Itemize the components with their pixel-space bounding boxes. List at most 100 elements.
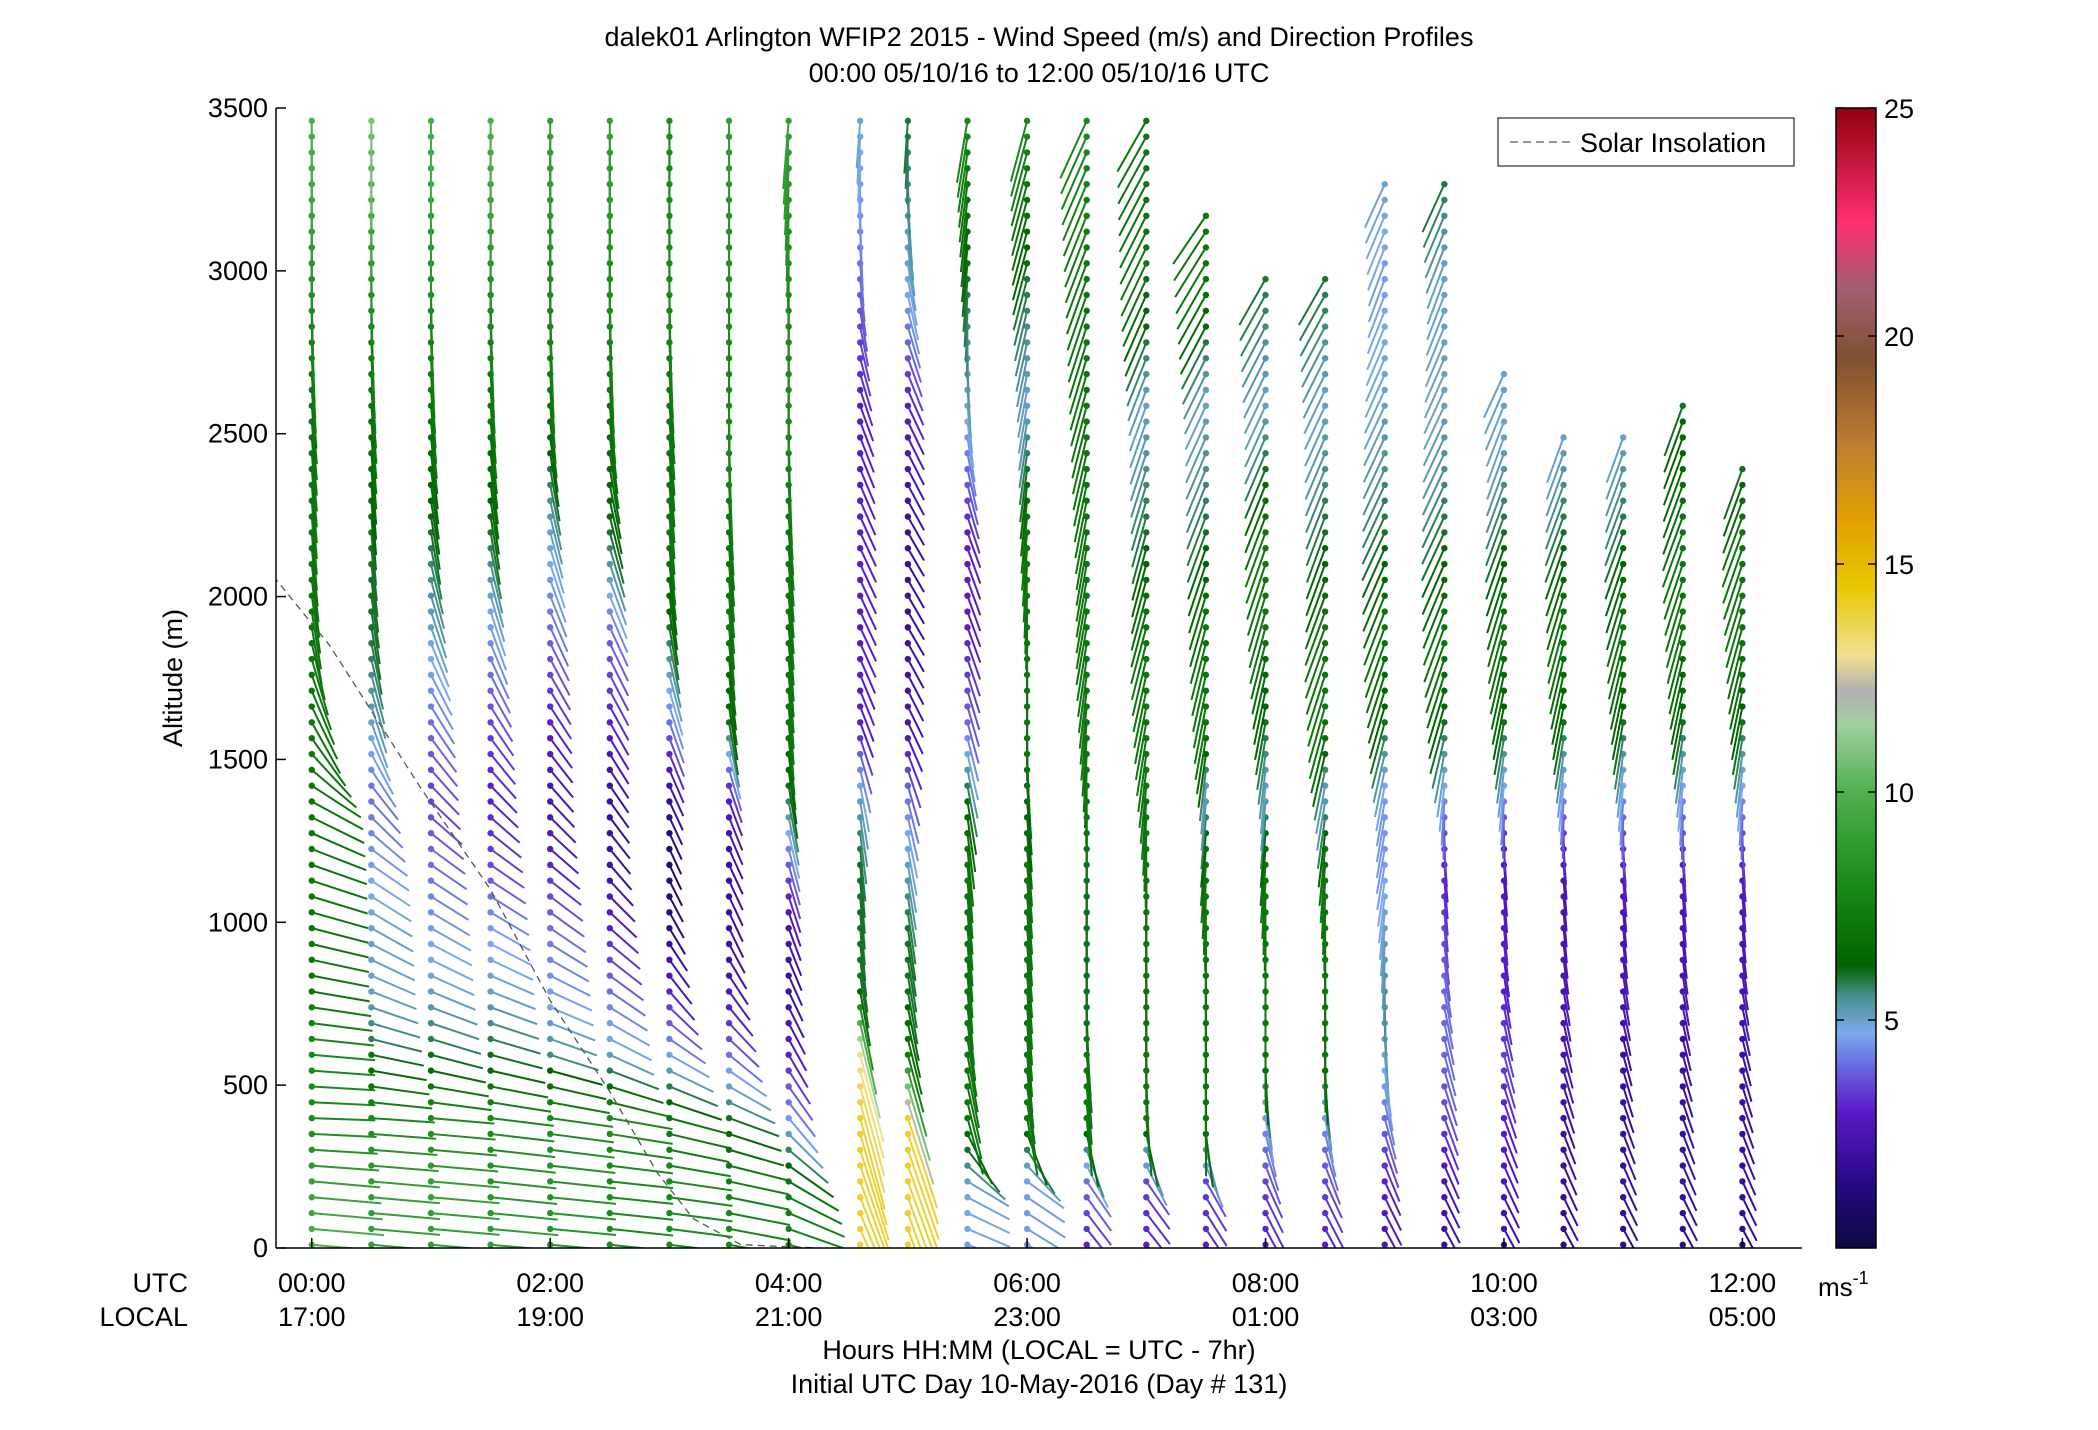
wind-point bbox=[857, 498, 863, 504]
wind-point bbox=[487, 1131, 493, 1137]
wind-point bbox=[428, 767, 434, 773]
wind-point bbox=[905, 656, 911, 662]
wind-point bbox=[1739, 1083, 1745, 1089]
wind-point bbox=[1739, 466, 1745, 472]
wind-point bbox=[1620, 1131, 1626, 1137]
wind-point bbox=[785, 1226, 791, 1232]
wind-point bbox=[428, 830, 434, 836]
wind-point bbox=[785, 988, 791, 994]
wind-point bbox=[607, 561, 613, 567]
wind-point bbox=[1739, 624, 1745, 630]
wind-point bbox=[1501, 656, 1507, 662]
wind-point bbox=[1203, 244, 1209, 250]
wind-point bbox=[547, 1020, 553, 1026]
wind-point bbox=[1262, 529, 1268, 535]
wind-point bbox=[309, 862, 315, 868]
wind-point bbox=[1143, 529, 1149, 535]
wind-point bbox=[1441, 1242, 1447, 1248]
colorbar-tick-label: 10 bbox=[1884, 778, 1914, 808]
wind-point bbox=[428, 1131, 434, 1137]
wind-point bbox=[487, 925, 493, 931]
wind-point bbox=[1560, 624, 1566, 630]
wind-point bbox=[1501, 403, 1507, 409]
wind-point bbox=[1680, 624, 1686, 630]
wind-point bbox=[726, 1067, 732, 1073]
wind-point bbox=[726, 846, 732, 852]
wind-point bbox=[1739, 593, 1745, 599]
wind-point bbox=[1441, 545, 1447, 551]
wind-point bbox=[1203, 276, 1209, 282]
wind-point bbox=[666, 1178, 672, 1184]
wind-point bbox=[1024, 118, 1030, 124]
wind-point bbox=[1501, 1210, 1507, 1216]
wind-point bbox=[905, 719, 911, 725]
wind-point bbox=[1441, 371, 1447, 377]
wind-point bbox=[607, 1147, 613, 1153]
wind-point bbox=[1322, 529, 1328, 535]
wind-point bbox=[857, 577, 863, 583]
wind-point bbox=[1024, 213, 1030, 219]
wind-point bbox=[607, 909, 613, 915]
wind-point bbox=[1083, 403, 1089, 409]
wind-point bbox=[487, 593, 493, 599]
wind-point bbox=[428, 703, 434, 709]
wind-point bbox=[785, 893, 791, 899]
wind-point bbox=[1560, 434, 1566, 440]
wind-point bbox=[428, 1083, 434, 1089]
wind-point bbox=[547, 1067, 553, 1073]
x-tick-label-local: 01:00 bbox=[1232, 1302, 1300, 1332]
row-label-utc: UTC bbox=[133, 1268, 189, 1298]
wind-point bbox=[1083, 260, 1089, 266]
wind-point bbox=[905, 1147, 911, 1153]
wind-point bbox=[487, 1194, 493, 1200]
wind-point bbox=[1680, 482, 1686, 488]
wind-point bbox=[857, 513, 863, 519]
wind-point bbox=[726, 814, 732, 820]
wind-point bbox=[1203, 513, 1209, 519]
wind-point bbox=[309, 1131, 315, 1137]
wind-point bbox=[1501, 529, 1507, 535]
wind-point bbox=[368, 957, 374, 963]
wind-point bbox=[368, 735, 374, 741]
wind-point bbox=[964, 513, 970, 519]
wind-point bbox=[309, 925, 315, 931]
wind-vector bbox=[860, 1245, 900, 1331]
wind-point bbox=[607, 545, 613, 551]
y-tick-label: 3000 bbox=[208, 256, 268, 286]
wind-point bbox=[1143, 545, 1149, 551]
wind-point bbox=[1382, 1210, 1388, 1216]
wind-point bbox=[309, 798, 315, 804]
wind-point bbox=[1024, 1210, 1030, 1216]
wind-point bbox=[1024, 1147, 1030, 1153]
wind-point bbox=[964, 577, 970, 583]
wind-point bbox=[1620, 577, 1626, 583]
wind-point bbox=[1501, 1099, 1507, 1105]
wind-point bbox=[964, 498, 970, 504]
wind-point bbox=[607, 751, 613, 757]
wind-point bbox=[666, 118, 672, 124]
wind-point bbox=[1322, 339, 1328, 345]
wind-point bbox=[1441, 561, 1447, 567]
wind-point bbox=[1680, 608, 1686, 614]
wind-point bbox=[1501, 387, 1507, 393]
wind-point bbox=[428, 1162, 434, 1168]
wind-point bbox=[1322, 608, 1328, 614]
wind-point bbox=[1501, 418, 1507, 424]
wind-point bbox=[1382, 1131, 1388, 1137]
wind-point bbox=[1382, 561, 1388, 567]
wind-point bbox=[1441, 1162, 1447, 1168]
wind-point bbox=[1262, 355, 1268, 361]
y-tick-label: 1000 bbox=[208, 907, 268, 937]
wind-point bbox=[1441, 703, 1447, 709]
wind-point bbox=[1382, 450, 1388, 456]
wind-point bbox=[1322, 656, 1328, 662]
wind-point bbox=[964, 751, 970, 757]
wind-point bbox=[1143, 656, 1149, 662]
wind-point bbox=[547, 798, 553, 804]
wind-point bbox=[1620, 640, 1626, 646]
wind-point bbox=[1739, 1162, 1745, 1168]
wind-point bbox=[726, 1115, 732, 1121]
wind-point bbox=[1560, 561, 1566, 567]
wind-point bbox=[547, 688, 553, 694]
wind-point bbox=[1382, 640, 1388, 646]
